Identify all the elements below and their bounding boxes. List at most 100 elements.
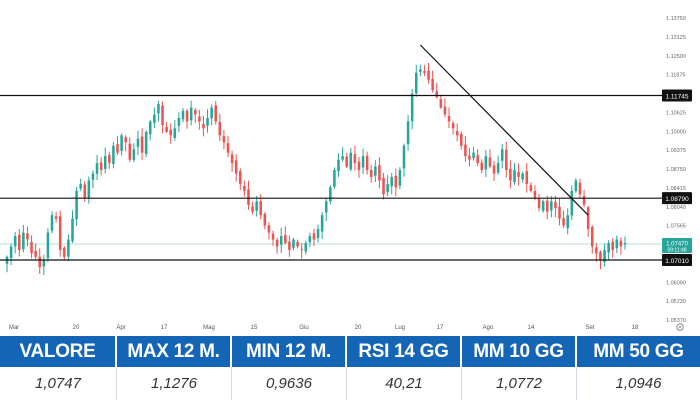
y-tick-label: 1.12500 (666, 54, 686, 60)
candle (554, 195, 557, 218)
candle (136, 130, 140, 156)
candle (144, 130, 148, 158)
candle (382, 173, 385, 200)
candle (595, 243, 598, 262)
candle (529, 182, 533, 193)
x-tick-label: Giu (299, 325, 308, 331)
candle (406, 115, 410, 151)
candle (124, 135, 127, 152)
settings-icon[interactable] (676, 323, 684, 331)
candle (38, 248, 42, 274)
candle (329, 185, 332, 205)
candle (95, 155, 99, 180)
candle (316, 224, 320, 243)
value-valore: 1,0747 (0, 367, 117, 400)
candle (545, 195, 549, 220)
candle (63, 245, 66, 261)
candle (140, 128, 144, 160)
candle (30, 235, 33, 259)
y-tick-label: 1.05370 (666, 318, 686, 324)
svg-text:1.07470: 1.07470 (666, 242, 688, 248)
candle (218, 113, 222, 141)
y-tick-label: 1.07565 (666, 224, 686, 230)
x-tick-label: 17 (161, 325, 168, 331)
candle (42, 254, 46, 275)
candle (410, 88, 414, 130)
candle (443, 98, 447, 118)
candle (369, 164, 373, 183)
candle (460, 131, 463, 150)
candle (550, 196, 553, 218)
candle (320, 212, 324, 240)
y-tick-label: 1.06090 (666, 280, 686, 286)
x-tick-label: 20 (73, 325, 80, 331)
candle (206, 109, 209, 133)
candle (267, 222, 271, 240)
candle (300, 243, 303, 259)
y-tick-label: 1.10000 (666, 129, 686, 135)
y-tick-label: 1.08040 (666, 205, 686, 211)
candle (71, 210, 74, 244)
candle (521, 171, 524, 183)
candle (177, 112, 181, 133)
candle (492, 161, 496, 181)
candle (541, 199, 545, 213)
candle (558, 198, 561, 226)
trendline (419, 44, 589, 216)
x-tick-label: 18 (632, 325, 639, 331)
y-axis: 1.137501.131251.125001.118751.112501.106… (666, 16, 686, 324)
candle (247, 180, 250, 210)
candle (50, 211, 54, 234)
candle (619, 237, 623, 255)
x-tick-label: Ago (483, 325, 494, 331)
candle (148, 120, 152, 141)
candle (54, 211, 58, 223)
candle (427, 62, 430, 84)
candle (398, 167, 402, 190)
y-tick-label: 1.13750 (666, 16, 686, 22)
y-tick-label: 1.10625 (666, 110, 686, 116)
candle (337, 153, 340, 177)
candle (623, 236, 627, 250)
y-tick-label: 1.08750 (666, 167, 686, 173)
svg-text:1.08790: 1.08790 (665, 196, 689, 203)
candle (447, 107, 451, 129)
candle (120, 133, 123, 156)
candle (505, 141, 508, 178)
candle (271, 230, 275, 246)
level-tag-3: 1.07010 (662, 254, 692, 266)
candle (349, 148, 353, 172)
y-tick-label: 1.11875 (666, 73, 685, 79)
candle (578, 178, 582, 199)
candle (243, 180, 246, 197)
value-min-12m: 0,9636 (232, 367, 347, 400)
candle (116, 135, 119, 155)
header-min-12m: MIN 12 M. (232, 336, 345, 367)
header-max-12m: MAX 12 M. (117, 336, 230, 367)
candle (513, 163, 516, 185)
candle (263, 212, 267, 230)
candle (402, 143, 406, 177)
candle (239, 168, 242, 191)
level-tag-1: 1.11745 (662, 89, 692, 102)
candle (34, 243, 37, 260)
candle (472, 146, 475, 161)
candle (79, 178, 82, 192)
header-valore: VALORE (0, 336, 115, 367)
candle (202, 115, 205, 137)
candle (169, 123, 172, 144)
candle (22, 224, 25, 253)
candle (87, 176, 91, 204)
candles-group (5, 62, 627, 275)
candle (67, 234, 70, 262)
candle (284, 226, 287, 245)
candle (394, 168, 398, 197)
candle (112, 141, 115, 169)
value-max-12m: 1,1276 (117, 367, 232, 400)
candle (255, 195, 258, 217)
svg-text:1.07010: 1.07010 (665, 258, 689, 265)
candle (288, 235, 291, 257)
candle (537, 193, 541, 212)
candle (574, 178, 578, 193)
candle (18, 229, 21, 257)
